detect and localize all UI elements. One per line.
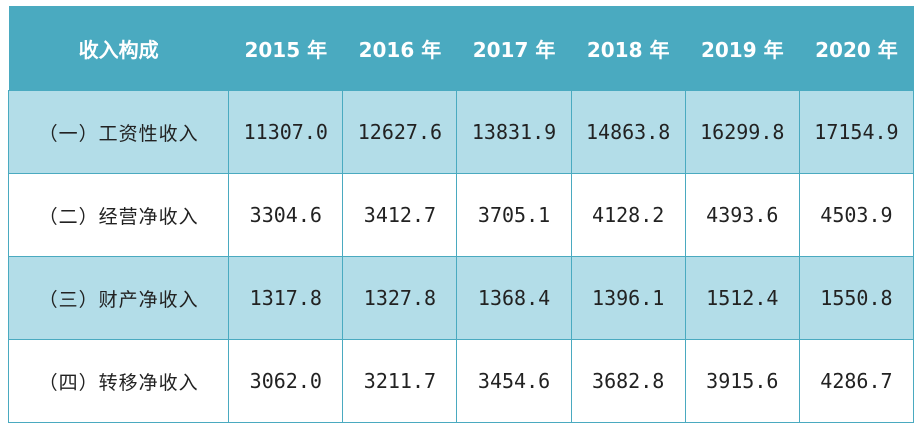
table-cell: 12627.6: [342, 90, 458, 174]
table-cell: 3682.8: [570, 339, 686, 423]
table-cell: 4128.2: [570, 173, 686, 257]
table-cell: 3211.7: [342, 339, 458, 423]
table-cell: 1550.8: [798, 256, 915, 340]
table-cell: 14863.8: [570, 90, 686, 174]
table-cell: 13831.9: [456, 90, 572, 174]
table-cell: 3915.6: [684, 339, 800, 423]
row-label: （一）工资性收入: [7, 90, 230, 174]
header-year-2019: 2019 年: [685, 6, 800, 91]
table-cell: 11307.0: [228, 90, 344, 174]
table-cell: 1317.8: [228, 256, 344, 340]
table-row-transfer-income: （四）转移净收入 3062.0 3211.7 3454.6 3682.8 391…: [7, 339, 915, 423]
table-cell: 4393.6: [684, 173, 800, 257]
header-year-2018: 2018 年: [571, 6, 686, 91]
header-income-composition: 收入构成: [8, 6, 229, 91]
row-label: （二）经营净收入: [7, 173, 230, 257]
table-cell: 1396.1: [570, 256, 686, 340]
table-cell: 3062.0: [228, 339, 344, 423]
table-cell: 4503.9: [798, 173, 915, 257]
table-row-property-income: （三）财产净收入 1317.8 1327.8 1368.4 1396.1 151…: [7, 256, 915, 340]
header-year-2017: 2017 年: [456, 6, 572, 91]
table-row-business-income: （二）经营净收入 3304.6 3412.7 3705.1 4128.2 439…: [7, 173, 915, 257]
table-cell: 17154.9: [798, 90, 915, 174]
table-cell: 1327.8: [342, 256, 458, 340]
table-cell: 3412.7: [342, 173, 458, 257]
table-header-row: 收入构成 2015 年 2016 年 2017 年 2018 年 2019 年 …: [8, 6, 914, 91]
table-cell: 1512.4: [684, 256, 800, 340]
row-label: （三）财产净收入: [7, 256, 230, 340]
table-cell: 3705.1: [456, 173, 572, 257]
table-cell: 4286.7: [798, 339, 915, 423]
header-year-2016: 2016 年: [342, 6, 457, 91]
header-year-2015: 2015 年: [228, 6, 343, 91]
table-row-wage-income: （一）工资性收入 11307.0 12627.6 13831.9 14863.8…: [7, 90, 915, 174]
table-cell: 1368.4: [456, 256, 572, 340]
row-label: （四）转移净收入: [7, 339, 230, 423]
header-year-2020: 2020 年: [799, 6, 914, 91]
table-cell: 3304.6: [228, 173, 344, 257]
table-cell: 3454.6: [456, 339, 572, 423]
income-composition-table: 收入构成 2015 年 2016 年 2017 年 2018 年 2019 年 …: [7, 6, 915, 423]
table-cell: 16299.8: [684, 90, 800, 174]
